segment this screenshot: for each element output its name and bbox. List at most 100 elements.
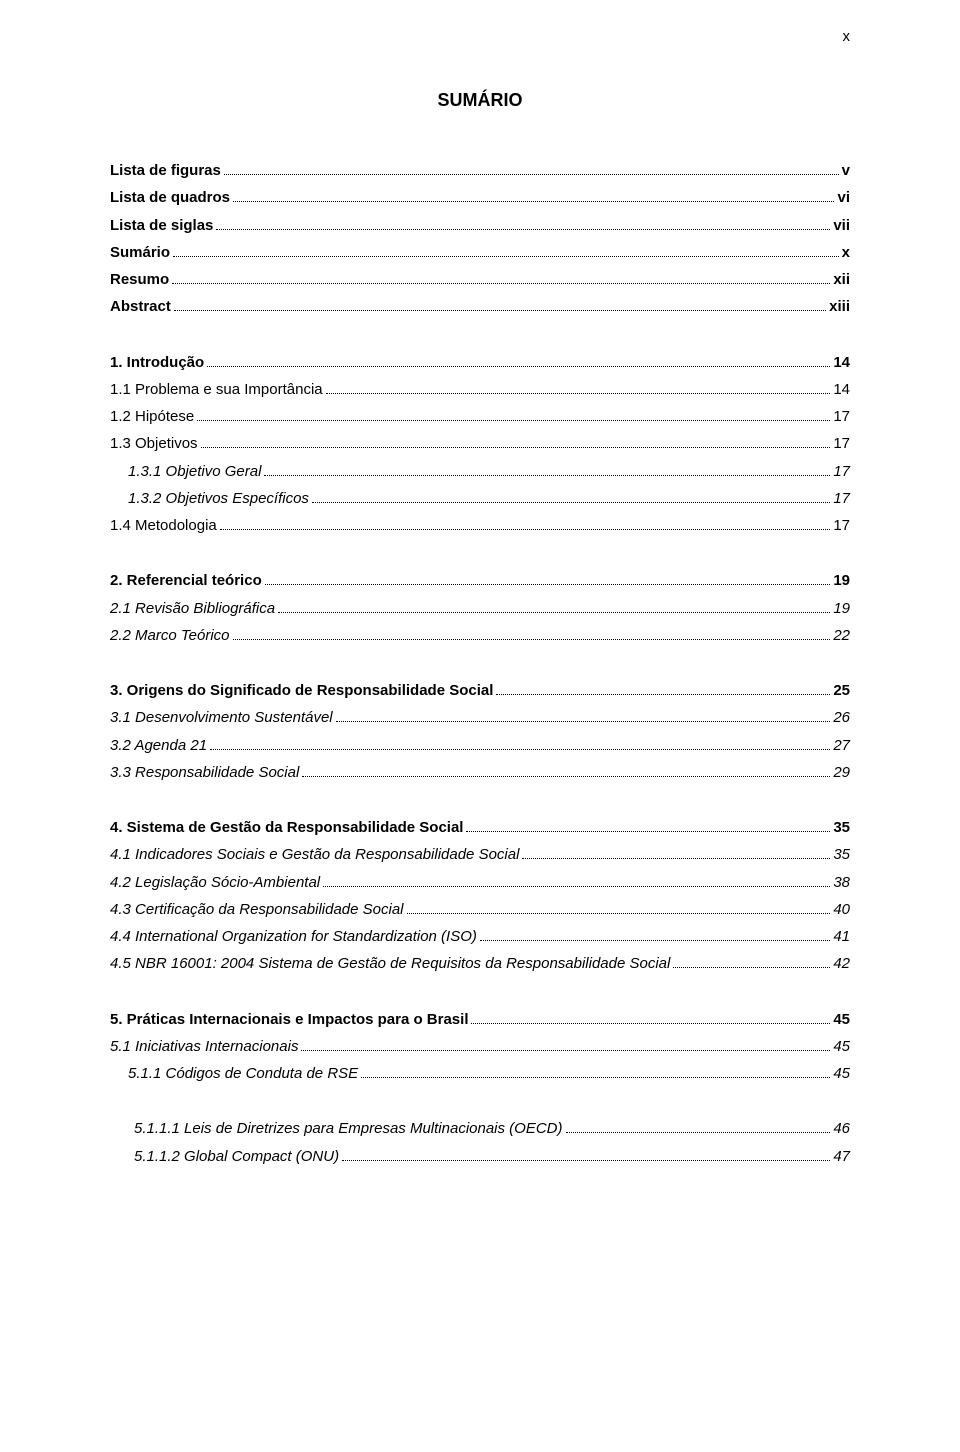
- toc-leader-dots: [466, 831, 830, 832]
- toc-leader-dots: [326, 393, 831, 394]
- toc-entry: 2. Referencial teórico19: [110, 569, 850, 592]
- toc-leader-dots: [566, 1132, 831, 1133]
- toc-entry-page: v: [842, 159, 850, 182]
- toc-entry-label: 5. Práticas Internacionais e Impactos pa…: [110, 1008, 468, 1031]
- toc-entry-label: Abstract: [110, 295, 171, 318]
- toc-entry-page: 40: [833, 898, 850, 921]
- document-title: SUMÁRIO: [110, 90, 850, 111]
- toc-entry: 3. Origens do Significado de Responsabil…: [110, 679, 850, 702]
- toc-entry: 5.1.1.2 Global Compact (ONU) 47: [110, 1145, 850, 1168]
- toc-leader-dots: [323, 886, 830, 887]
- toc-entry-label: 1.1 Problema e sua Importância: [110, 378, 323, 401]
- toc-entry-label: 5.1.1.2 Global Compact (ONU): [134, 1145, 339, 1168]
- toc-leader-dots: [496, 694, 830, 695]
- toc-entry-label: 1.3.1 Objetivo Geral: [128, 460, 261, 483]
- toc-entry: Sumário x: [110, 241, 850, 264]
- toc-entry-label: 3. Origens do Significado de Responsabil…: [110, 679, 493, 702]
- toc-entry: 5.1 Iniciativas Internacionais45: [110, 1035, 850, 1058]
- toc-entry-page: 14: [833, 378, 850, 401]
- toc-leader-dots: [302, 776, 830, 777]
- toc-leader-dots: [233, 201, 834, 202]
- toc-entry-label: 5.1.1 Códigos de Conduta de RSE: [128, 1062, 358, 1085]
- toc-entry-label: 1.3 Objetivos: [110, 432, 198, 455]
- toc-entry-label: 3.2 Agenda 21: [110, 734, 207, 757]
- toc-entry-page: 47: [833, 1145, 850, 1168]
- toc-entry-label: 1.2 Hipótese: [110, 405, 194, 428]
- toc-entry-label: 3.1 Desenvolvimento Sustentável: [110, 706, 333, 729]
- toc-entry: 3.3 Responsabilidade Social29: [110, 761, 850, 784]
- toc-leader-dots: [216, 229, 830, 230]
- toc-entry-page: 22: [833, 624, 850, 647]
- toc-leader-dots: [233, 639, 831, 640]
- toc-entry-label: 4. Sistema de Gestão da Responsabilidade…: [110, 816, 463, 839]
- toc-entry: 4.5 NBR 16001: 2004 Sistema de Gestão de…: [110, 952, 850, 975]
- toc-leader-dots: [301, 1050, 830, 1051]
- toc-leader-dots: [361, 1077, 830, 1078]
- section-gap: [110, 1089, 850, 1117]
- toc-entry-label: Lista de figuras: [110, 159, 221, 182]
- table-of-contents: Lista de figuras v Lista de quadros vi Lista…: [110, 159, 850, 1168]
- toc-entry-label: 4.2 Legislação Sócio-Ambiental: [110, 871, 320, 894]
- toc-entry-page: 45: [833, 1035, 850, 1058]
- section-gap: [110, 980, 850, 1008]
- page-number-label: x: [843, 28, 851, 45]
- toc-entry: 1.3.1 Objetivo Geral17: [110, 460, 850, 483]
- toc-entry-page: 38: [833, 871, 850, 894]
- toc-leader-dots: [201, 447, 831, 448]
- toc-entry: 1.3.2 Objetivos Específicos17: [110, 487, 850, 510]
- toc-entry: 4.3 Certificação da Responsabilidade Soc…: [110, 898, 850, 921]
- toc-entry-page: 45: [833, 1008, 850, 1031]
- section-gap: [110, 651, 850, 679]
- toc-entry-page: x: [842, 241, 850, 264]
- toc-entry: 5. Práticas Internacionais e Impactos pa…: [110, 1008, 850, 1031]
- toc-entry-label: Resumo: [110, 268, 169, 291]
- toc-entry: 5.1.1.1 Leis de Diretrizes para Empresas…: [110, 1117, 850, 1140]
- toc-leader-dots: [210, 749, 830, 750]
- toc-leader-dots: [312, 502, 830, 503]
- toc-entry: 4.1 Indicadores Sociais e Gestão da Resp…: [110, 843, 850, 866]
- toc-entry-label: 2.2 Marco Teórico: [110, 624, 230, 647]
- toc-entry-label: Sumário: [110, 241, 170, 264]
- toc-entry-page: 35: [833, 816, 850, 839]
- toc-entry: Lista de figuras v: [110, 159, 850, 182]
- toc-leader-dots: [522, 858, 830, 859]
- toc-entry-page: 14: [833, 351, 850, 374]
- toc-entry-page: 46: [833, 1117, 850, 1140]
- toc-entry: 4.4 International Organization for Stand…: [110, 925, 850, 948]
- toc-entry-page: xiii: [829, 295, 850, 318]
- toc-entry: 4.2 Legislação Sócio-Ambiental 38: [110, 871, 850, 894]
- toc-entry: Resumo xii: [110, 268, 850, 291]
- toc-entry: 1.3 Objetivos17: [110, 432, 850, 455]
- toc-leader-dots: [174, 310, 826, 311]
- toc-leader-dots: [278, 612, 830, 613]
- toc-entry-page: 26: [833, 706, 850, 729]
- toc-entry: 2.2 Marco Teórico 22: [110, 624, 850, 647]
- toc-entry-label: 4.4 International Organization for Stand…: [110, 925, 477, 948]
- toc-entry-page: 19: [833, 597, 850, 620]
- toc-entry-page: 17: [833, 487, 850, 510]
- toc-entry: 4. Sistema de Gestão da Responsabilidade…: [110, 816, 850, 839]
- toc-entry-label: 2. Referencial teórico: [110, 569, 262, 592]
- toc-entry-label: 1.4 Metodologia: [110, 514, 217, 537]
- toc-leader-dots: [265, 584, 831, 585]
- toc-entry-label: Lista de quadros: [110, 186, 230, 209]
- toc-entry: 1.4 Metodologia 17: [110, 514, 850, 537]
- toc-leader-dots: [220, 529, 831, 530]
- toc-entry-page: 42: [833, 952, 850, 975]
- toc-entry-page: 45: [833, 1062, 850, 1085]
- section-gap: [110, 541, 850, 569]
- toc-entry-label: 2.1 Revisão Bibliográfica: [110, 597, 275, 620]
- toc-leader-dots: [224, 174, 839, 175]
- toc-entry-page: vi: [837, 186, 850, 209]
- toc-entry-page: 35: [833, 843, 850, 866]
- toc-leader-dots: [407, 913, 831, 914]
- toc-entry-page: 17: [833, 514, 850, 537]
- toc-entry: 3.2 Agenda 2127: [110, 734, 850, 757]
- toc-leader-dots: [197, 420, 830, 421]
- toc-entry: Abstract xiii: [110, 295, 850, 318]
- toc-entry-page: xii: [833, 268, 850, 291]
- toc-leader-dots: [264, 475, 830, 476]
- toc-leader-dots: [172, 283, 830, 284]
- toc-entry: 2.1 Revisão Bibliográfica 19: [110, 597, 850, 620]
- toc-leader-dots: [480, 940, 830, 941]
